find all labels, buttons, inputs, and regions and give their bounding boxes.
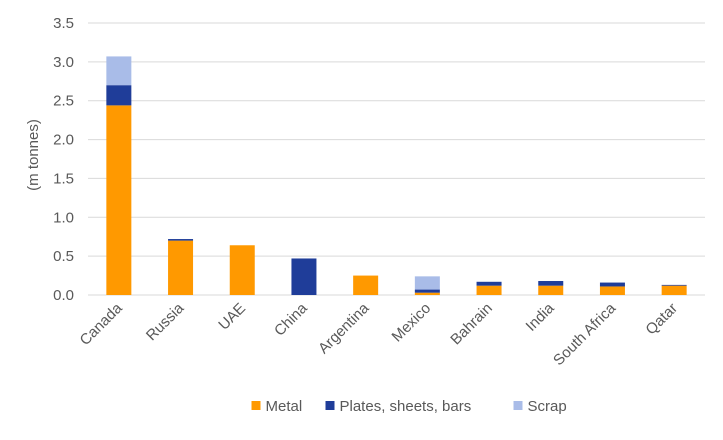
x-tick-label: Russia (143, 299, 188, 344)
y-tick-label: 3.0 (53, 54, 74, 71)
y-tick-label: 2.0 (53, 132, 74, 149)
x-tick-label: Argentina (315, 299, 373, 357)
legend-swatch (325, 401, 335, 410)
x-tick-label: UAE (215, 300, 249, 334)
x-tick-label: Bahrain (447, 300, 496, 349)
bar-segment (661, 284, 687, 286)
y-tick-label: 0.5 (53, 248, 74, 265)
legend-item: Metal (251, 398, 303, 415)
bar-segment (599, 286, 625, 295)
bar-segment (661, 285, 687, 295)
bar-segment (353, 275, 379, 295)
y-tick-label: 1.0 (53, 209, 74, 226)
bar-segment (538, 281, 564, 286)
legend-item: Plates, sheets, bars (325, 398, 472, 415)
x-tick-label: China (271, 299, 311, 339)
y-tick-label: 0.0 (53, 287, 74, 304)
bars (106, 56, 687, 296)
bar-segment (106, 85, 132, 106)
x-tick-label: Mexico (389, 300, 435, 346)
bar-segment (538, 285, 564, 295)
x-tick-label: Canada (77, 299, 127, 349)
x-axis-ticks: Canada Russia UAE China Argentina Mexico Bahra… (77, 299, 681, 369)
bar-segment (168, 239, 194, 241)
bar-segment (106, 105, 132, 296)
bar-segment (229, 245, 255, 295)
y-tick-label: 3.5 (53, 15, 74, 32)
x-tick-label: Qatar (642, 300, 681, 339)
bar-segment (414, 276, 440, 290)
legend-label: Plates, sheets, bars (340, 398, 472, 415)
bar-segment (414, 289, 440, 293)
x-tick-label: South Africa (550, 299, 620, 369)
legend-swatch (251, 401, 261, 410)
bar-segment (476, 285, 502, 295)
bar-segment (599, 282, 625, 287)
bar-segment (291, 258, 317, 295)
legend-item: Scrap (513, 398, 567, 415)
legend-label: Metal (266, 398, 303, 415)
bar-segment (168, 240, 194, 295)
legend: Metal Plates, sheets, bars Scrap (251, 398, 567, 415)
bar-segment (106, 56, 132, 86)
legend-swatch (513, 401, 523, 410)
x-tick-label: India (523, 299, 558, 334)
bar-segment (476, 281, 502, 286)
y-tick-label: 2.5 (53, 93, 74, 110)
y-axis-ticks: 0.0 0.5 1.0 1.5 2.0 2.5 3.0 3.5 (53, 15, 74, 304)
y-tick-label: 1.5 (53, 170, 74, 187)
legend-label: Scrap (528, 398, 567, 415)
bar-segment (414, 292, 440, 295)
y-axis-title: (m tonnes) (25, 119, 42, 191)
